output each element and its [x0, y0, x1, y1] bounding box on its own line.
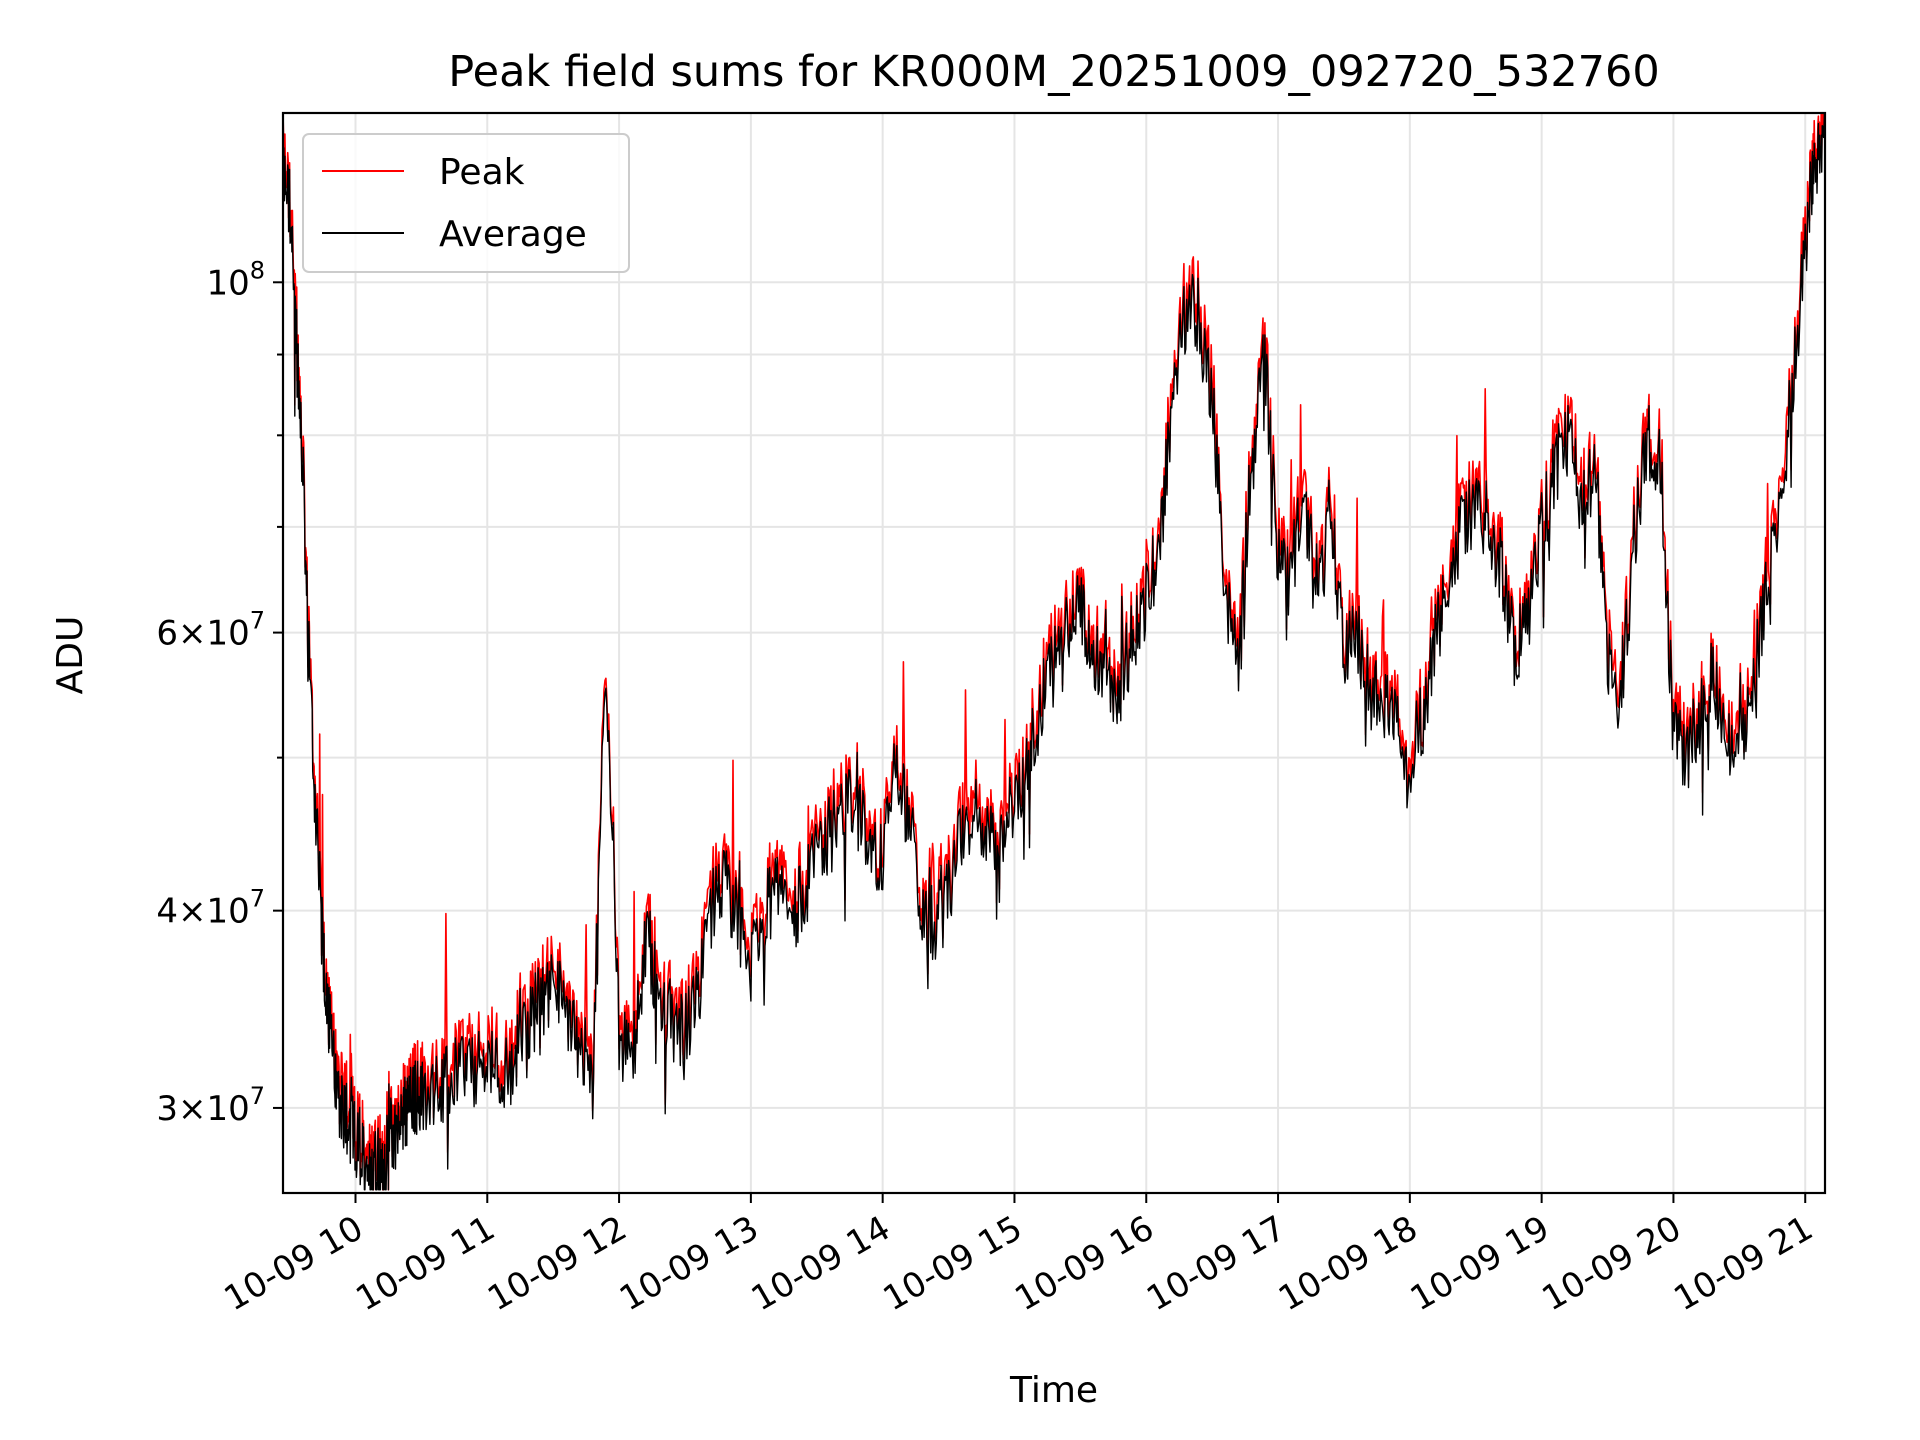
plot-frame [281, 111, 1827, 1195]
y-tick-label: 6×107 [156, 607, 265, 654]
series-group [282, 112, 1826, 1191]
y-axis-label: ADU [50, 616, 91, 695]
legend-box [302, 133, 630, 273]
y-tick-label: 3×107 [156, 1082, 265, 1129]
legend: Peak Average [302, 133, 630, 273]
legend-peak-label: Peak [439, 152, 525, 193]
series-line-average [282, 112, 1826, 1191]
x-axis-label: Time [1009, 1370, 1098, 1411]
y-tick-label: 108 [206, 256, 265, 303]
y-tick-label: 4×107 [156, 885, 265, 932]
chart-title: Peak field sums for KR000M_20251009_0927… [448, 47, 1660, 97]
legend-average-label: Average [439, 214, 587, 255]
